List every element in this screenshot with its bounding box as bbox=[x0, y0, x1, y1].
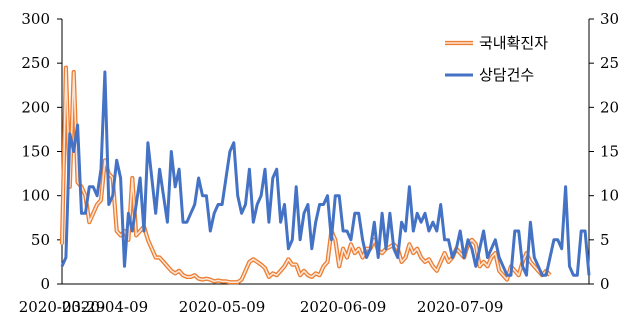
left-axis-tick-label: 50 bbox=[31, 231, 50, 249]
right-axis-tick-label: 10 bbox=[600, 187, 619, 205]
legend-label: 상담건수 bbox=[479, 66, 534, 84]
left-axis-tick-label: 150 bbox=[21, 143, 50, 161]
right-axis-tick-label: 30 bbox=[600, 10, 619, 28]
left-axis-tick-label: 100 bbox=[21, 187, 50, 205]
left-axis-tick-label: 250 bbox=[21, 54, 50, 72]
axes-layer: 0 50 100 150 200 250 300 0 5 10 15 20 25 30 2020-03-29… bbox=[19, 10, 619, 316]
left-axis-tick-label: 300 bbox=[21, 10, 50, 28]
series-1 bbox=[59, 65, 552, 285]
left-axis-tick-label: 200 bbox=[21, 98, 50, 116]
x-axis-tick-label: 2020-07-09 bbox=[417, 298, 503, 316]
x-axis-tick-label: 2020-05-09 bbox=[179, 298, 265, 316]
right-axis-tick-label: 0 bbox=[600, 275, 610, 293]
legend-item: 국내확진자 bbox=[445, 34, 548, 52]
right-axis-tick-label: 25 bbox=[600, 54, 619, 72]
x-axis-tick-label: 2020-06-09 bbox=[300, 298, 386, 316]
series-2 bbox=[60, 70, 591, 277]
legend-item: 상담건수 bbox=[445, 66, 534, 84]
x-axis-tick-label: 2020-04-09 bbox=[62, 298, 148, 316]
right-axis-tick-label: 15 bbox=[600, 143, 619, 161]
right-axis-tick-label: 20 bbox=[600, 98, 619, 116]
series-line-inner bbox=[61, 66, 551, 284]
left-axis-tick-label: 0 bbox=[40, 275, 50, 293]
series-line bbox=[60, 70, 591, 277]
series-layer bbox=[59, 65, 591, 285]
right-axis-tick-label: 5 bbox=[600, 231, 610, 249]
x-axis-tick-label: 2020-03-29 bbox=[19, 298, 105, 316]
legend-label: 국내확진자 bbox=[479, 34, 548, 52]
